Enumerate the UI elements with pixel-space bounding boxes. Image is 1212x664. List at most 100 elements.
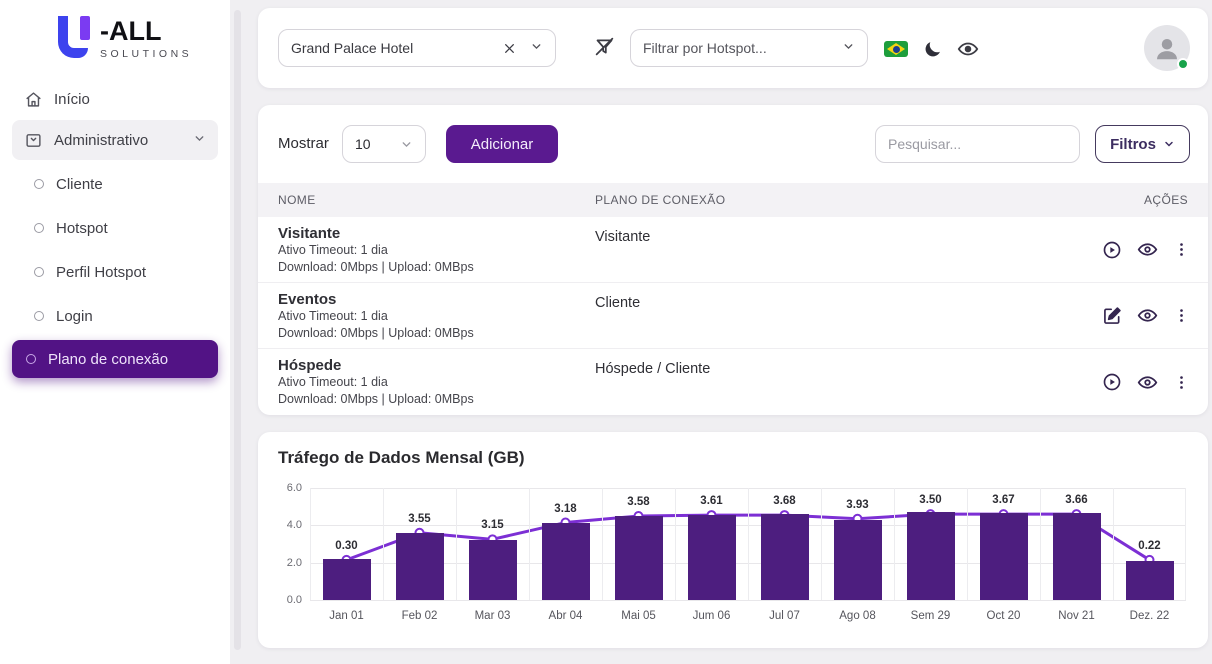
circle-bullet-icon (34, 179, 44, 189)
monthly-traffic-chart: 0.0 2.0 4.0 6.0 0.30 3.55 3.15 3.18 3.58 3.61 3.6… (278, 482, 1188, 628)
y-tick-label: 4.0 (286, 519, 302, 532)
chart-slot (310, 488, 383, 600)
x-tick-label: Nov 21 (1058, 610, 1095, 622)
view-action-button[interactable] (1137, 372, 1158, 393)
data-label: 3.50 (919, 494, 942, 507)
bar-Jum 06[interactable] (688, 515, 736, 600)
bar-Jan 01[interactable] (323, 558, 371, 600)
chart-slot (821, 488, 894, 600)
chart-slot (602, 488, 675, 600)
brand-name: -ALL (100, 16, 162, 46)
search-input[interactable] (875, 125, 1080, 163)
edit-action-button[interactable] (1102, 306, 1122, 326)
chart-x-axis: Jan 01 Feb 02 Mar 03 Abr 04 Mai 05 Jum 06 Jul … (310, 606, 1186, 622)
chart-slot (894, 488, 967, 600)
bar-Abr 04[interactable] (542, 523, 590, 600)
more-options-button[interactable] (1173, 241, 1190, 258)
sidebar-item-perfil-hotspot[interactable]: Perfil Hotspot (12, 252, 218, 292)
more-options-button[interactable] (1173, 374, 1190, 391)
chart-slot (529, 488, 602, 600)
logo-u-icon (58, 16, 98, 60)
x-tick-label: Dez. 22 (1129, 610, 1170, 622)
page-size-select[interactable]: 10 (342, 125, 426, 163)
sidebar-item-label: Hotspot (56, 219, 108, 237)
hotspot-filter-select[interactable]: Filtrar por Hotspot... (630, 29, 868, 67)
y-tick-label: 6.0 (286, 482, 302, 494)
bar-Mar 03[interactable] (469, 540, 517, 600)
data-label: 0.30 (335, 539, 358, 552)
sidebar-item-label: Login (56, 307, 93, 325)
data-label: 3.93 (846, 498, 869, 511)
sidebar-item-hotspot[interactable]: Hotspot (12, 208, 218, 248)
bar-Nov 21[interactable] (1053, 513, 1101, 600)
bar-Oct 20[interactable] (980, 513, 1028, 600)
visibility-eye-icon[interactable] (957, 38, 979, 60)
connection-plan: Cliente (595, 295, 641, 311)
view-action-button[interactable] (1137, 305, 1158, 326)
table-row: Hóspede Ativo Timeout: 1 dia Download: 0… (258, 349, 1208, 415)
play-action-button[interactable] (1102, 372, 1122, 392)
home-icon (24, 91, 42, 108)
chevron-down-icon[interactable] (530, 40, 543, 56)
hotspot-select-placeholder: Filtrar por Hotspot... (643, 40, 767, 56)
sidebar-item-administrativo[interactable]: Administrativo (12, 120, 218, 160)
hotel-select[interactable]: Grand Palace Hotel (278, 29, 556, 67)
bar-Ago 08[interactable] (834, 519, 882, 600)
chart-slot (748, 488, 821, 600)
bar-Feb 02[interactable] (396, 532, 444, 600)
view-action-button[interactable] (1137, 239, 1158, 260)
chart-slot (675, 488, 748, 600)
more-options-button[interactable] (1173, 307, 1190, 324)
circle-bullet-icon (34, 267, 44, 277)
sidebar-item-plano-de-conexao[interactable]: Plano de conexão (12, 340, 218, 378)
data-label: 0.22 (1138, 539, 1161, 552)
filters-label: Filtros (1110, 135, 1156, 153)
chevron-down-icon[interactable] (842, 40, 855, 56)
connection-plan: Visitante (595, 229, 651, 245)
sidebar: -ALL SOLUTIONS Início Administrativo Cli… (0, 0, 230, 664)
chart-slot (383, 488, 456, 600)
circle-bullet-icon (34, 311, 44, 321)
table-row: Eventos Ativo Timeout: 1 dia Download: 0… (258, 283, 1208, 349)
page-size-value: 10 (355, 136, 371, 152)
add-button[interactable]: Adicionar (446, 125, 558, 163)
plans-table-card: Mostrar 10 Adicionar Filtros NOME PLANO … (258, 105, 1208, 415)
clear-selection-icon[interactable] (503, 42, 516, 55)
traffic-chart-card: Tráfego de Dados Mensal (GB) 0.0 2.0 4.0 6.… (258, 432, 1208, 648)
bar-Jul 07[interactable] (761, 514, 809, 600)
brand-subtitle: SOLUTIONS (100, 48, 193, 60)
chevron-down-icon (1165, 141, 1173, 147)
sidebar-item-login[interactable]: Login (12, 296, 218, 336)
main-content: Grand Palace Hotel Filtrar por Hotspot..… (258, 0, 1208, 664)
app-logo: -ALL SOLUTIONS (0, 0, 230, 60)
circle-bullet-icon (34, 223, 44, 233)
table-toolbar: Mostrar 10 Adicionar Filtros (258, 105, 1208, 183)
header-acoes: AÇÕES (1143, 193, 1188, 207)
chart-slot (1113, 488, 1186, 600)
user-avatar[interactable] (1144, 25, 1190, 71)
sidebar-item-cliente[interactable]: Cliente (12, 164, 218, 204)
sidebar-item-label: Administrativo (54, 131, 149, 149)
sidebar-scrollbar[interactable] (234, 10, 241, 650)
show-label: Mostrar (278, 135, 329, 152)
bar-Mai 05[interactable] (615, 516, 663, 600)
dark-mode-moon-icon[interactable] (922, 39, 943, 60)
x-tick-label: Abr 04 (548, 610, 583, 622)
sidebar-item-label: Início (54, 90, 90, 108)
sidebar-item-inicio[interactable]: Início (12, 82, 218, 116)
y-tick-label: 2.0 (286, 556, 302, 569)
bar-Sem 29[interactable] (907, 512, 955, 600)
data-label: 3.58 (627, 496, 650, 508)
table-row: Visitante Ativo Timeout: 1 dia Download:… (258, 217, 1208, 283)
chart-slot (967, 488, 1040, 600)
filter-off-icon[interactable] (594, 36, 615, 57)
filters-button[interactable]: Filtros (1095, 125, 1190, 163)
play-action-button[interactable] (1102, 240, 1122, 260)
bar-Dez. 22[interactable] (1125, 560, 1174, 600)
header-plano: PLANO DE CONEXÃO (595, 193, 726, 207)
x-tick-label: Feb 02 (401, 610, 438, 622)
chevron-down-icon (400, 138, 413, 151)
brazil-flag-icon[interactable] (884, 41, 908, 57)
topbar: Grand Palace Hotel Filtrar por Hotspot..… (258, 8, 1208, 88)
data-label: 3.18 (554, 502, 577, 515)
